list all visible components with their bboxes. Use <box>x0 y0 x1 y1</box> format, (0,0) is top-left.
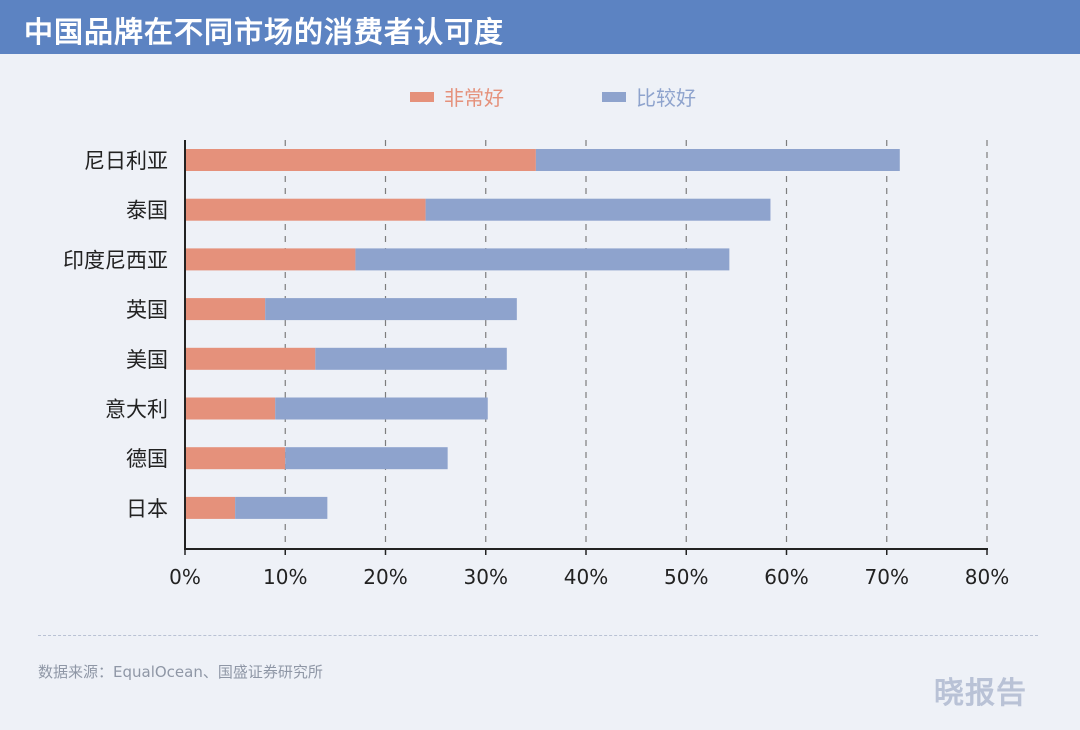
legend-label-2: 比较好 <box>636 86 696 110</box>
x-tick-label: 80% <box>965 565 1009 589</box>
footer-divider <box>38 635 1038 636</box>
legend-swatch-2 <box>602 92 626 102</box>
legend-swatch-1 <box>410 92 434 102</box>
x-tick-label: 70% <box>865 565 909 589</box>
bar-1-2 <box>185 198 426 221</box>
x-tick-label: 0% <box>169 565 201 589</box>
x-tick-label: 40% <box>564 565 608 589</box>
bar-1-8 <box>185 496 236 519</box>
bar-2-6 <box>275 397 488 420</box>
category-label: 美国 <box>126 348 168 372</box>
bar-1-4 <box>185 298 266 321</box>
bar-2-4 <box>265 298 517 321</box>
category-label: 英国 <box>126 298 168 322</box>
bar-2-5 <box>315 347 507 370</box>
bar-1-1 <box>185 149 536 171</box>
watermark-logo: 晓报告 <box>934 676 1027 711</box>
bar-1-7 <box>185 447 286 470</box>
bar-2-8 <box>235 496 328 519</box>
category-label: 意大利 <box>105 398 168 422</box>
bar-2-7 <box>285 447 448 470</box>
bar-1-6 <box>185 397 276 420</box>
chart-title: 中国品牌在不同市场的消费者认可度 <box>24 15 505 49</box>
x-tick-label: 60% <box>764 565 808 589</box>
category-label: 尼日利亚 <box>84 149 168 173</box>
bar-2-3 <box>355 248 730 271</box>
title-bar: 中国品牌在不同市场的消费者认可度 <box>0 0 1080 54</box>
bar-1-3 <box>185 248 356 271</box>
bar-1-5 <box>185 347 316 370</box>
bar-2-2 <box>425 198 771 221</box>
legend-label-1: 非常好 <box>444 86 504 110</box>
category-label: 日本 <box>126 497 168 521</box>
x-tick-label: 10% <box>263 565 307 589</box>
category-label: 德国 <box>126 447 168 471</box>
x-tick-label: 30% <box>464 565 508 589</box>
source-note: 数据来源：EqualOcean、国盛证券研究所 <box>38 663 323 681</box>
category-label: 泰国 <box>126 199 168 223</box>
bar-2-1 <box>535 149 900 171</box>
x-tick-label: 20% <box>363 565 407 589</box>
x-tick-label: 50% <box>664 565 708 589</box>
category-label: 印度尼西亚 <box>63 248 168 272</box>
